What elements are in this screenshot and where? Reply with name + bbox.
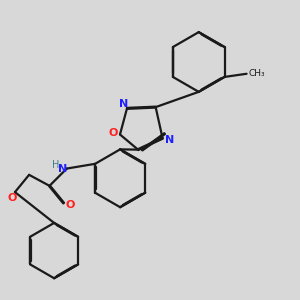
Text: N: N	[58, 164, 68, 173]
Text: N: N	[119, 99, 128, 109]
Text: N: N	[165, 135, 174, 145]
Text: O: O	[66, 200, 75, 210]
Text: H: H	[52, 160, 59, 170]
Text: O: O	[7, 193, 16, 203]
Text: O: O	[108, 128, 118, 138]
Text: CH₃: CH₃	[248, 69, 265, 78]
